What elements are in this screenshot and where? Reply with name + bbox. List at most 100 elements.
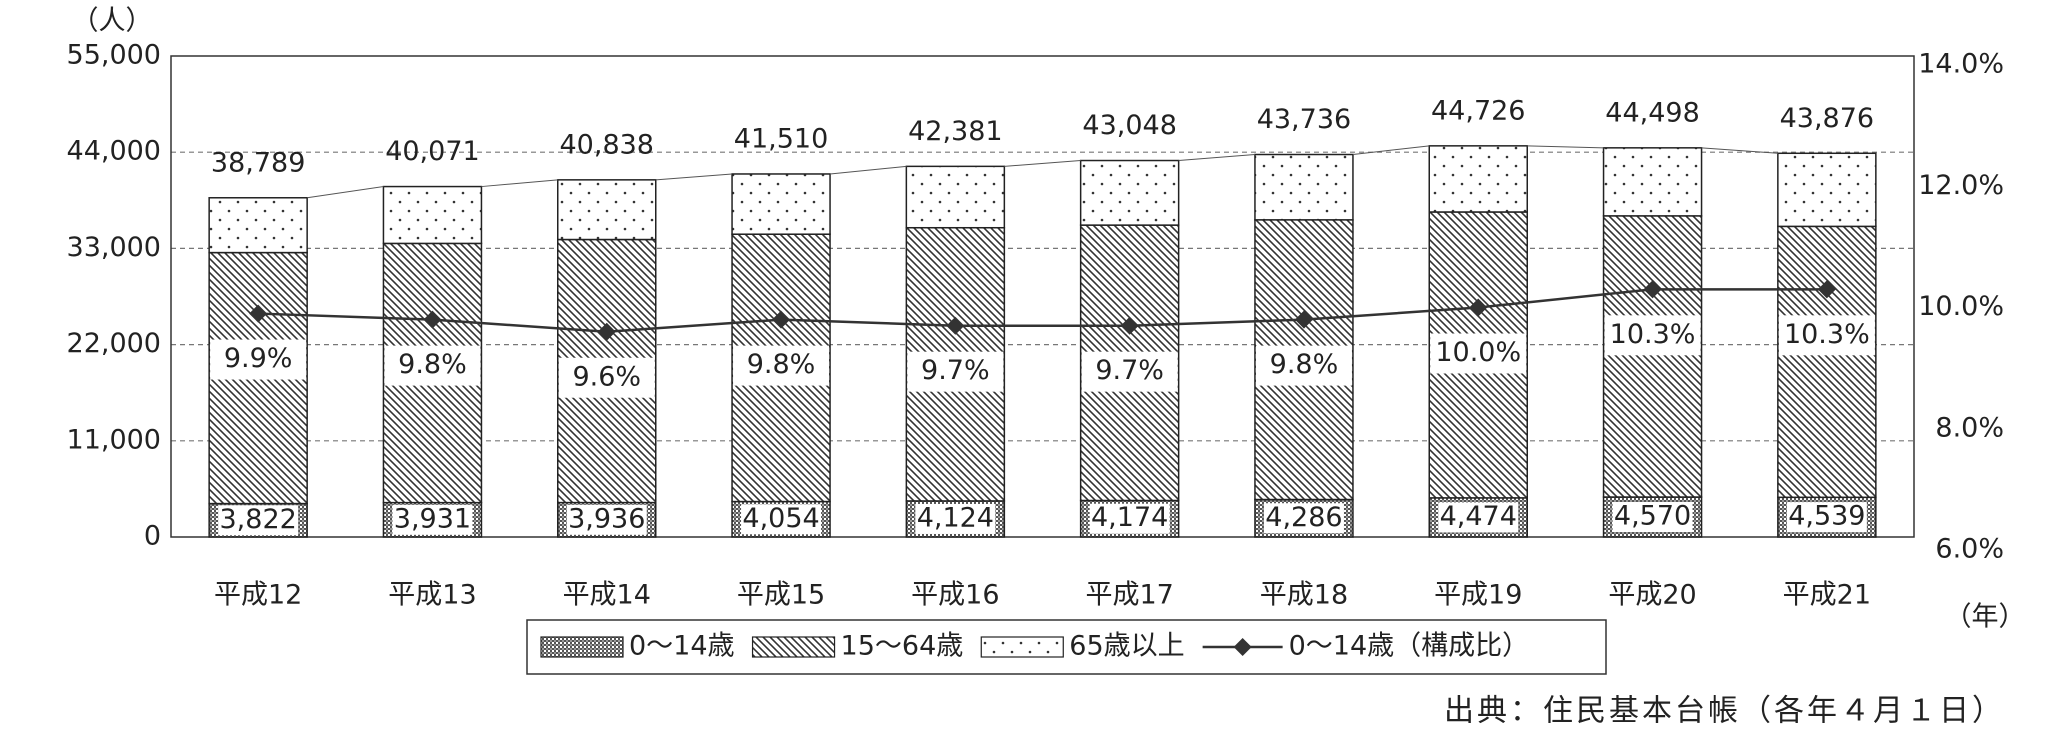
ratio-marker: [249, 304, 268, 323]
label-bg: [1081, 351, 1178, 392]
ratio-label: 9.8%: [1270, 349, 1339, 380]
y-tick-label: 22,000: [67, 328, 161, 359]
label-bg: [392, 504, 473, 535]
bar-value-label: 4,474: [1440, 501, 1517, 532]
ratio-label: 9.9%: [224, 343, 293, 374]
legend-label: 0～14歳: [629, 631, 735, 662]
bar-value-label: 3,822: [220, 504, 297, 535]
x-tick-label: 平成15: [737, 580, 825, 611]
ratio-marker: [1294, 310, 1313, 329]
x-tick-label: 平成13: [388, 580, 476, 611]
bar-value-label: 4,539: [1788, 501, 1865, 532]
total-connector: [1352, 145, 1430, 156]
x-tick-label: 平成20: [1608, 580, 1696, 611]
y-unit-label: （人）: [72, 6, 153, 37]
label-bg: [566, 504, 647, 535]
ratio-marker: [1120, 316, 1139, 335]
y-tick-label: 55,000: [67, 40, 161, 71]
ratio-label: 10.3%: [1610, 319, 1696, 350]
legend-label: 15～64歳: [841, 631, 964, 662]
label-bg: [915, 503, 996, 534]
ratio-line: [258, 288, 1827, 334]
ratio-label: 10.0%: [1435, 337, 1521, 368]
x-tick-label: 平成12: [214, 580, 302, 611]
total-label: 43,876: [1780, 103, 1874, 134]
legend-box: [526, 619, 1607, 675]
total-connector: [1178, 154, 1255, 162]
y2-tick-label: 12.0%: [1918, 170, 2004, 201]
legend-label: 65歳以上: [1069, 631, 1184, 662]
total-label: 38,789: [211, 147, 305, 178]
total-connector: [307, 186, 384, 199]
legend-label: 0～14歳（構成比）: [1289, 631, 1530, 662]
y2-tick-label: 14.0%: [1918, 49, 2004, 80]
x-tick-label: 平成19: [1434, 580, 1522, 611]
label-bg: [1604, 315, 1701, 356]
total-connector: [830, 165, 907, 175]
ratio-label: 9.7%: [1095, 355, 1164, 386]
bar-segment: [1777, 225, 1877, 499]
bar-value-label: 3,936: [568, 503, 645, 534]
y2-tick-label: 8.0%: [1935, 412, 2004, 443]
total-connector: [1004, 160, 1081, 167]
ratio-marker: [1469, 298, 1488, 317]
x-tick-label: 平成17: [1085, 580, 1173, 611]
total-connector: [1527, 145, 1604, 149]
label-bg: [733, 345, 830, 386]
label-bg: [218, 505, 299, 536]
ratio-label: 9.8%: [398, 349, 467, 380]
label-bg: [1089, 503, 1170, 534]
ratio-label: 9.6%: [572, 361, 641, 392]
y2-tick-label: 10.0%: [1918, 291, 2004, 322]
ratio-marker: [946, 316, 965, 335]
ratio-marker: [423, 310, 442, 329]
bar-segment: [1079, 159, 1180, 226]
total-connector: [481, 179, 558, 188]
bar-segment: [731, 173, 831, 235]
x-tick-label: 平成18: [1260, 580, 1348, 611]
y-tick-label: 33,000: [67, 232, 161, 263]
x-tick-label: 平成16: [911, 580, 999, 611]
bar-segment: [905, 165, 1006, 229]
bar-value-label: 4,174: [1091, 502, 1168, 533]
label-bg: [1438, 502, 1519, 533]
label-bg: [1778, 315, 1875, 356]
label-bg: [907, 351, 1004, 392]
bar-segment: [1602, 215, 1703, 498]
total-label: 40,838: [560, 129, 654, 160]
bar-value-label: 4,124: [917, 502, 994, 533]
label-bg: [210, 339, 307, 380]
label-bg: [741, 504, 822, 535]
bar-segment: [208, 197, 308, 254]
x-tick-label: 平成21: [1783, 580, 1871, 611]
bar-segment: [1428, 145, 1528, 213]
y-tick-label: 44,000: [67, 136, 161, 167]
y2-tick-label: 6.0%: [1935, 534, 2004, 565]
total-label: 42,381: [908, 116, 1002, 147]
label-bg: [558, 357, 655, 398]
x-tick-label: 平成14: [563, 580, 651, 611]
bar-segment: [1254, 153, 1354, 221]
y-tick-label: 0: [144, 521, 161, 552]
total-label: 40,071: [385, 136, 479, 167]
y-tick-label: 11,000: [67, 424, 161, 455]
plot-frame: [170, 55, 1915, 538]
label-bg: [1255, 345, 1352, 386]
total-connector: [655, 173, 733, 181]
label-bg: [384, 345, 481, 386]
label-bg: [1430, 333, 1527, 374]
label-bg: [1786, 502, 1867, 533]
bar-value-label: 3,931: [394, 503, 471, 534]
total-label: 43,048: [1082, 110, 1176, 141]
ratio-marker: [1643, 280, 1662, 299]
source: 出典：住民基本台帳（各年４月１日）: [1444, 694, 2005, 729]
ratio-label: 9.8%: [747, 349, 816, 380]
total-label: 44,498: [1605, 97, 1699, 128]
ratio-label: 10.3%: [1784, 319, 1870, 350]
total-label: 44,726: [1431, 95, 1525, 126]
ratio-marker: [772, 310, 791, 329]
label-bg: [1263, 503, 1344, 534]
bar-segment: [1602, 147, 1703, 217]
bar-segment: [1777, 152, 1877, 228]
